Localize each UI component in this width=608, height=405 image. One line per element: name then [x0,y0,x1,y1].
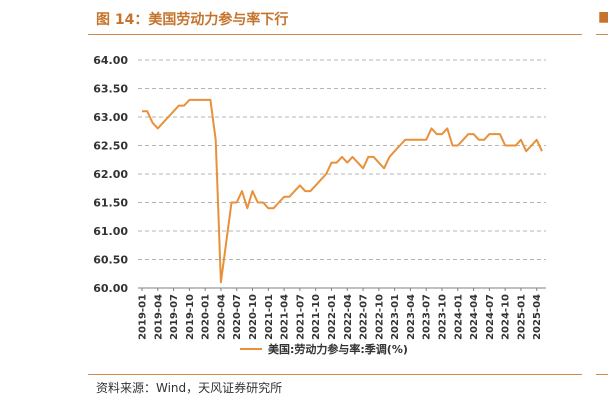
x-tick-label: 2024-04 [469,294,480,340]
y-tick-label: 61.50 [93,197,128,210]
legend: 美国:劳动力参与率:季调(%) [240,342,408,356]
gridlines [138,59,546,260]
y-tick-label: 63.50 [93,83,128,96]
x-tick-label: 2023-04 [406,294,417,340]
x-tick-label: 2024-01 [453,294,464,340]
figure-title: 图 14：美国劳动力参与率下行 [96,12,289,28]
y-tick-label: 64.00 [93,54,128,67]
y-tick-label: 63.00 [93,111,128,124]
legend-label: 美国:劳动力参与率:季调(%) [268,342,408,356]
x-tick-label: 2022-07 [359,294,370,340]
x-tick-label: 2025-01 [516,294,527,340]
x-axis-ticks: 2019-01 2019-04 2019-07 2019-10 2020-01 2020-… [138,288,543,340]
x-tick-label: 2022-10 [374,294,385,340]
x-tick-label: 2019-10 [185,294,196,340]
x-tick-label: 2019-01 [138,294,149,340]
x-tick-label: 2020-04 [216,294,227,340]
x-tick-label: 2019-07 [169,294,180,340]
x-tick-label: 2024-07 [485,294,496,340]
x-tick-label: 2023-01 [390,294,401,340]
adjacent-bottom-rule [596,374,608,375]
y-tick-label: 61.00 [93,225,128,238]
x-tick-label: 2020-07 [232,294,243,340]
y-axis-ticks: 64.00 63.50 63.00 62.50 62.00 61.50 61.00 60.50… [93,54,128,295]
x-tick-label: 2023-07 [422,294,433,340]
x-tick-label: 2020-10 [248,294,259,340]
x-tick-label: 2021-01 [264,294,275,340]
x-tick-label: 2019-04 [153,294,164,340]
adjacent-title-rule [596,34,608,35]
series-layer [142,98,543,284]
x-tick-label: 2020-01 [201,294,212,340]
x-tick-label: 2022-01 [327,294,338,340]
source-note: 资料来源：Wind，天风证券研究所 [96,381,283,395]
x-tick-label: 2025-04 [532,294,543,340]
title-rule [88,34,582,35]
x-tick-label: 2021-07 [295,294,306,340]
x-tick-label: 2024-10 [501,294,512,340]
bottom-rule [88,374,582,375]
y-tick-label: 62.00 [93,168,128,181]
x-tick-label: 2021-04 [280,294,291,340]
y-tick-label: 62.50 [93,140,128,153]
y-tick-label: 60.00 [93,282,128,295]
series-line-labor-participation [142,98,543,284]
x-tick-label: 2023-10 [438,294,449,340]
adjacent-figure-edge: ■ [598,9,608,25]
y-tick-label: 60.50 [93,254,128,267]
x-tick-label: 2021-10 [311,294,322,340]
x-tick-label: 2022-04 [343,294,354,340]
